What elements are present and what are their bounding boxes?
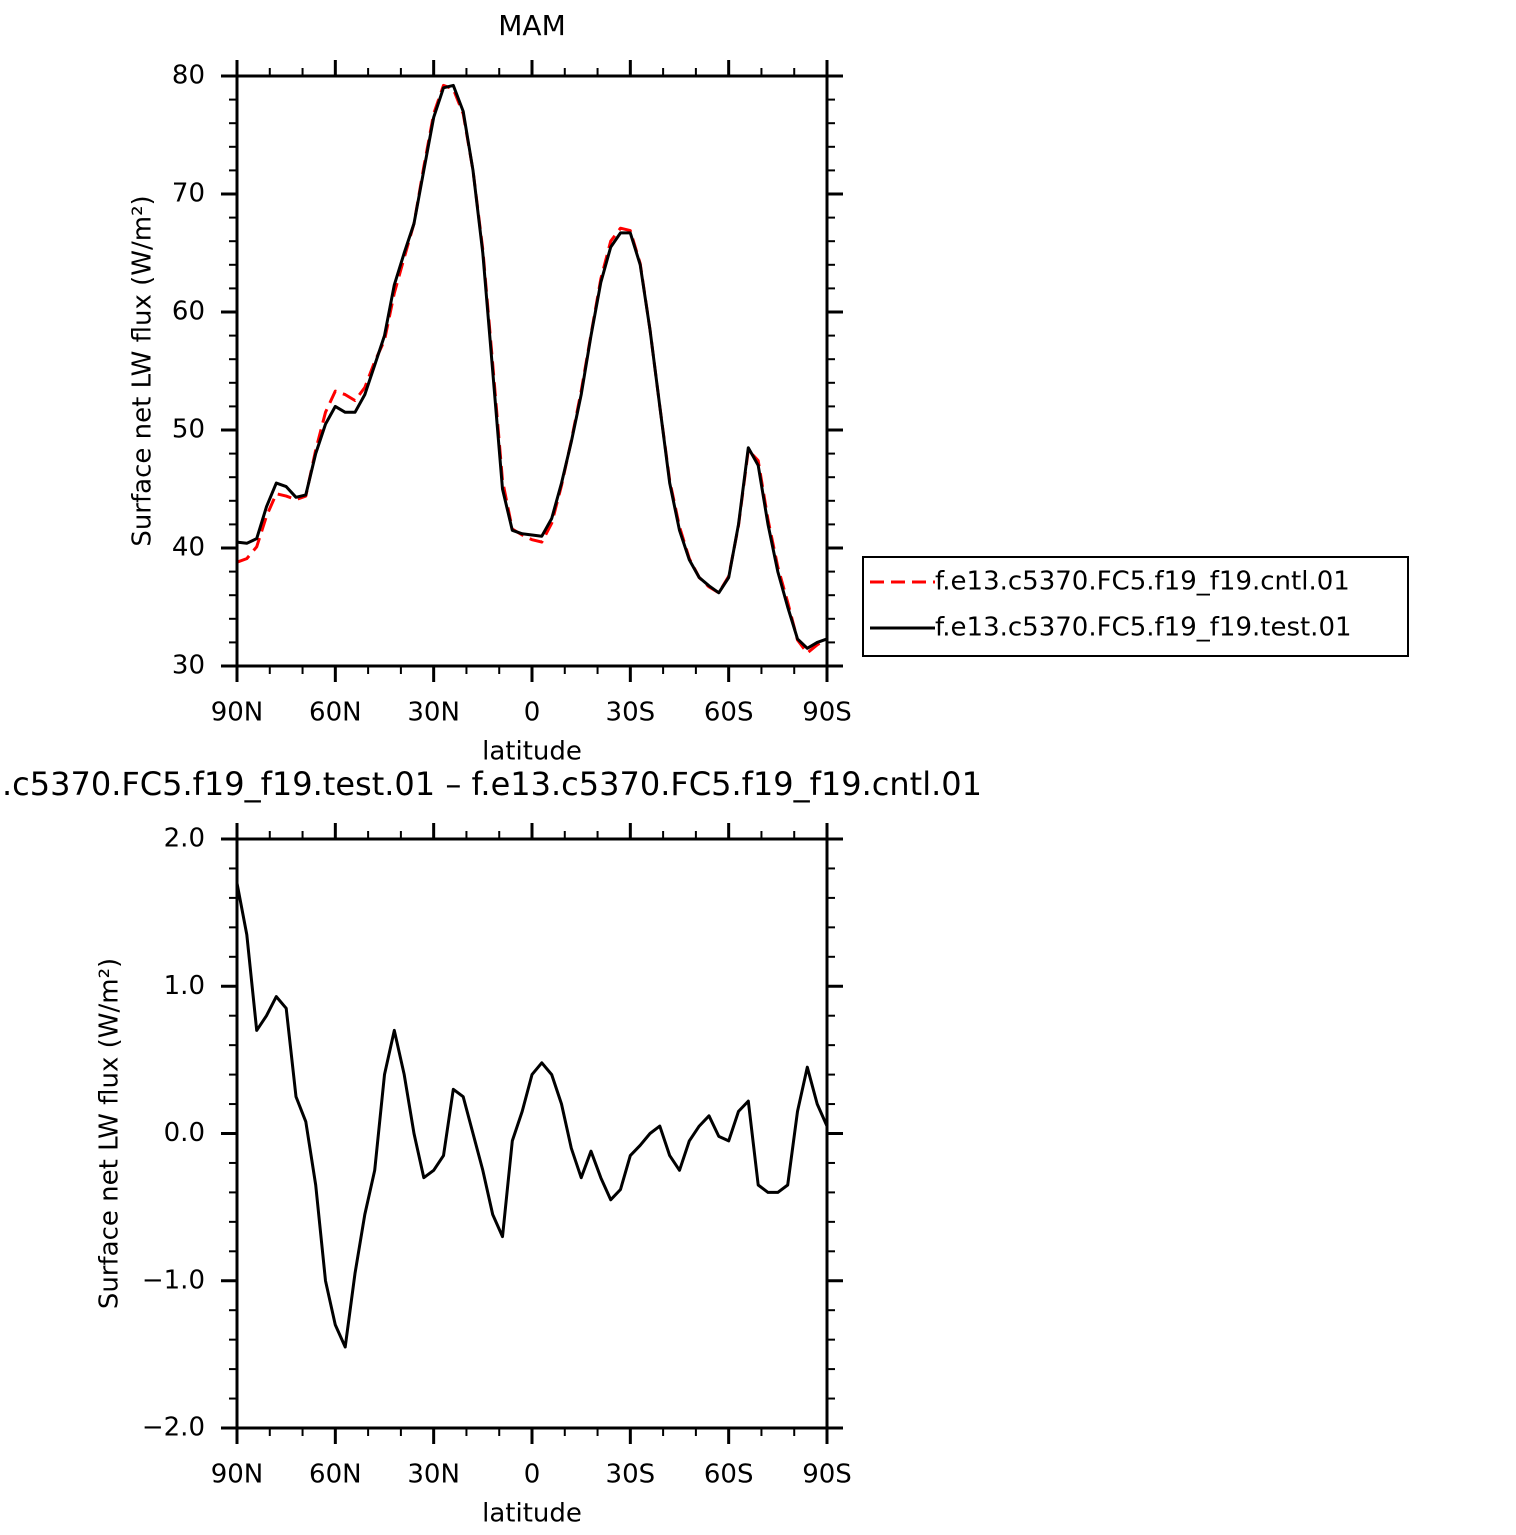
legend-box: [862, 556, 1409, 657]
x-tick-label: 60S: [704, 1460, 754, 1490]
y-tick-label: −1.0: [142, 1265, 205, 1295]
legend-label: f.e13.c5370.FC5.f19_f19.cntl.01: [935, 567, 1350, 597]
data-line: [235, 882, 829, 1349]
chart-title: .c5370.FC5.f19_f19.test.01 – f.e13.c5370…: [2, 765, 982, 803]
y-axis-label: Surface net LW flux (W/m²): [95, 958, 125, 1309]
x-tick-label: 30S: [606, 698, 656, 728]
y-tick-label: 80: [172, 61, 205, 91]
x-tick-label: 90S: [802, 1460, 852, 1490]
x-axis-label: latitude: [482, 1499, 582, 1529]
y-tick-label: 50: [172, 415, 205, 445]
x-axis-label: latitude: [482, 737, 582, 767]
x-tick-label: 60S: [704, 698, 754, 728]
x-tick-label: 0: [524, 698, 541, 728]
y-tick-label: 30: [172, 651, 205, 681]
y-tick-label: 2.0: [164, 824, 205, 854]
chart-title: MAM: [498, 9, 565, 42]
data-line: [236, 83, 828, 650]
x-tick-label: 60N: [309, 1460, 362, 1490]
x-tick-label: 60N: [309, 698, 362, 728]
legend-label: f.e13.c5370.FC5.f19_f19.test.01: [935, 613, 1352, 643]
y-tick-label: 0.0: [164, 1118, 205, 1148]
plot-frame: [235, 837, 829, 1430]
y-tick-label: 40: [172, 533, 205, 563]
data-line: [236, 83, 828, 655]
x-tick-label: 0: [524, 1460, 541, 1490]
y-tick-label: 60: [172, 297, 205, 327]
legend: f.e13.c5370.FC5.f19_f19.cntl.01 f.e13.c53…: [862, 556, 1409, 657]
x-tick-label: 90N: [211, 1460, 264, 1490]
y-tick-label: 70: [172, 179, 205, 209]
y-tick-label: −2.0: [142, 1413, 205, 1443]
y-tick-label: 1.0: [164, 971, 205, 1001]
x-tick-label: 90N: [211, 698, 264, 728]
x-tick-label: 30N: [407, 1460, 460, 1490]
x-tick-label: 30N: [407, 698, 460, 728]
plot-frame: [235, 74, 829, 668]
x-tick-label: 30S: [606, 1460, 656, 1490]
x-tick-label: 90S: [802, 698, 852, 728]
y-axis-label: Surface net LW flux (W/m²): [128, 195, 158, 546]
